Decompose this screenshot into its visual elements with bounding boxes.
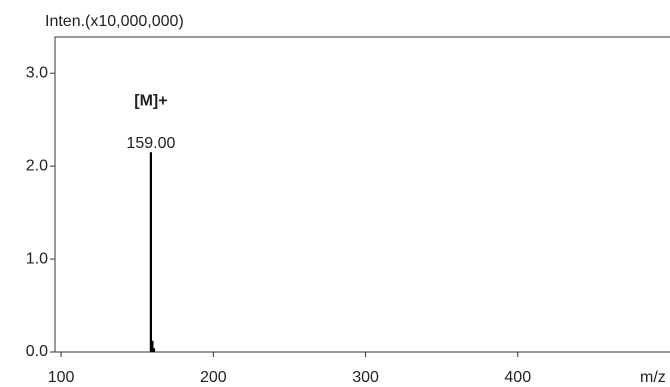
y-axis-label: Inten.(x10,000,000) (45, 13, 184, 30)
x-tick-label: 300 (352, 369, 379, 386)
y-tick-label: 3.0 (26, 64, 48, 81)
y-tick-label: 1.0 (26, 250, 48, 267)
y-tick-label: 0.0 (26, 343, 48, 360)
x-axis-label: m/z (640, 369, 666, 386)
annotation: [M]+ (134, 92, 167, 109)
plot-frame (54, 36, 670, 353)
x-tick-label: 200 (200, 369, 227, 386)
x-tick-label: 400 (504, 369, 531, 386)
y-tick-label: 2.0 (26, 157, 48, 174)
annotation: 159.00 (126, 135, 175, 152)
x-tick-label: 100 (48, 369, 75, 386)
